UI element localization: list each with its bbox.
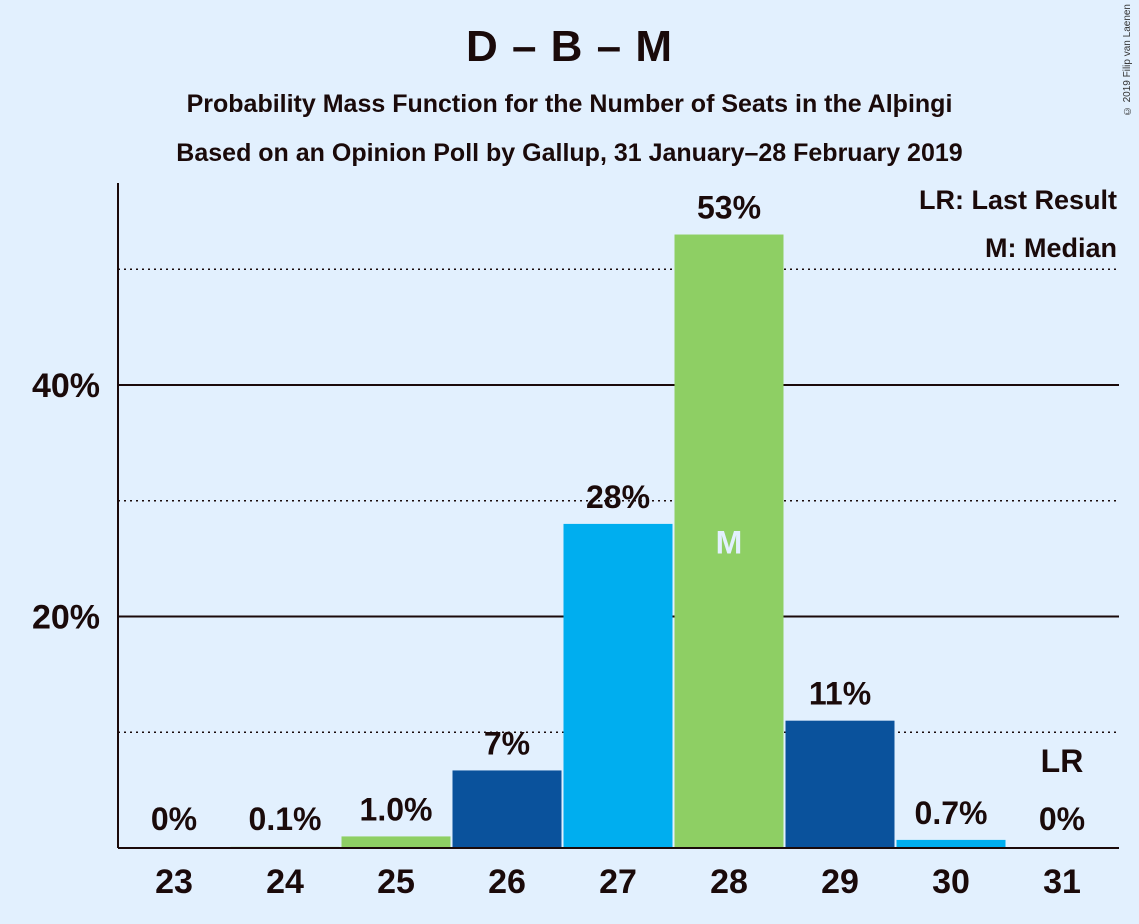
bar-label-31: 0% [1039,801,1085,837]
bar-labels: 0% 23 0.1% 24 1.0% 25 7% 26 28% 27 53% 28 M 11% 29 0.7%… [151,190,1085,901]
median-marker: M [716,524,743,560]
legend: LR: Last Result M: Median [919,185,1117,263]
last-result-marker: LR [1041,743,1084,779]
x-tick-29: 29 [821,863,859,901]
x-tick-25: 25 [377,863,415,901]
bar-26 [452,770,562,848]
chart-title: D – B – M [465,22,674,71]
legend-entry-0: LR: Last Result [919,185,1117,215]
bar-label-24: 0.1% [249,801,322,837]
bar-25 [341,836,451,848]
bar-label-29: 11% [809,676,871,712]
legend-entry-1: M: Median [985,233,1117,263]
x-tick-23: 23 [155,863,193,901]
x-tick-24: 24 [266,863,304,901]
x-tick-31: 31 [1043,863,1081,901]
chart-subtitle-2: Based on an Opinion Poll by Gallup, 31 J… [176,139,963,167]
bar-30 [896,839,1006,848]
axes: 20% 40% [32,183,1119,849]
x-tick-28: 28 [710,863,748,901]
bars [230,234,1006,848]
bar-label-30: 0.7% [915,795,988,831]
bar-label-28: 53% [697,190,761,226]
bar-label-27: 28% [586,479,650,515]
y-tick-40: 40% [32,367,100,405]
bar-label-23: 0% [151,801,197,837]
chart-subtitle: Probability Mass Function for the Number… [186,90,953,118]
x-tick-30: 30 [932,863,970,901]
bar-29 [785,720,895,848]
bar-label-26: 7% [484,725,530,761]
bar-28 [674,234,784,848]
x-tick-26: 26 [488,863,526,901]
y-tick-20: 20% [32,599,100,637]
x-tick-27: 27 [599,863,637,901]
bar-label-25: 1.0% [360,791,433,827]
bar-27 [563,523,673,848]
